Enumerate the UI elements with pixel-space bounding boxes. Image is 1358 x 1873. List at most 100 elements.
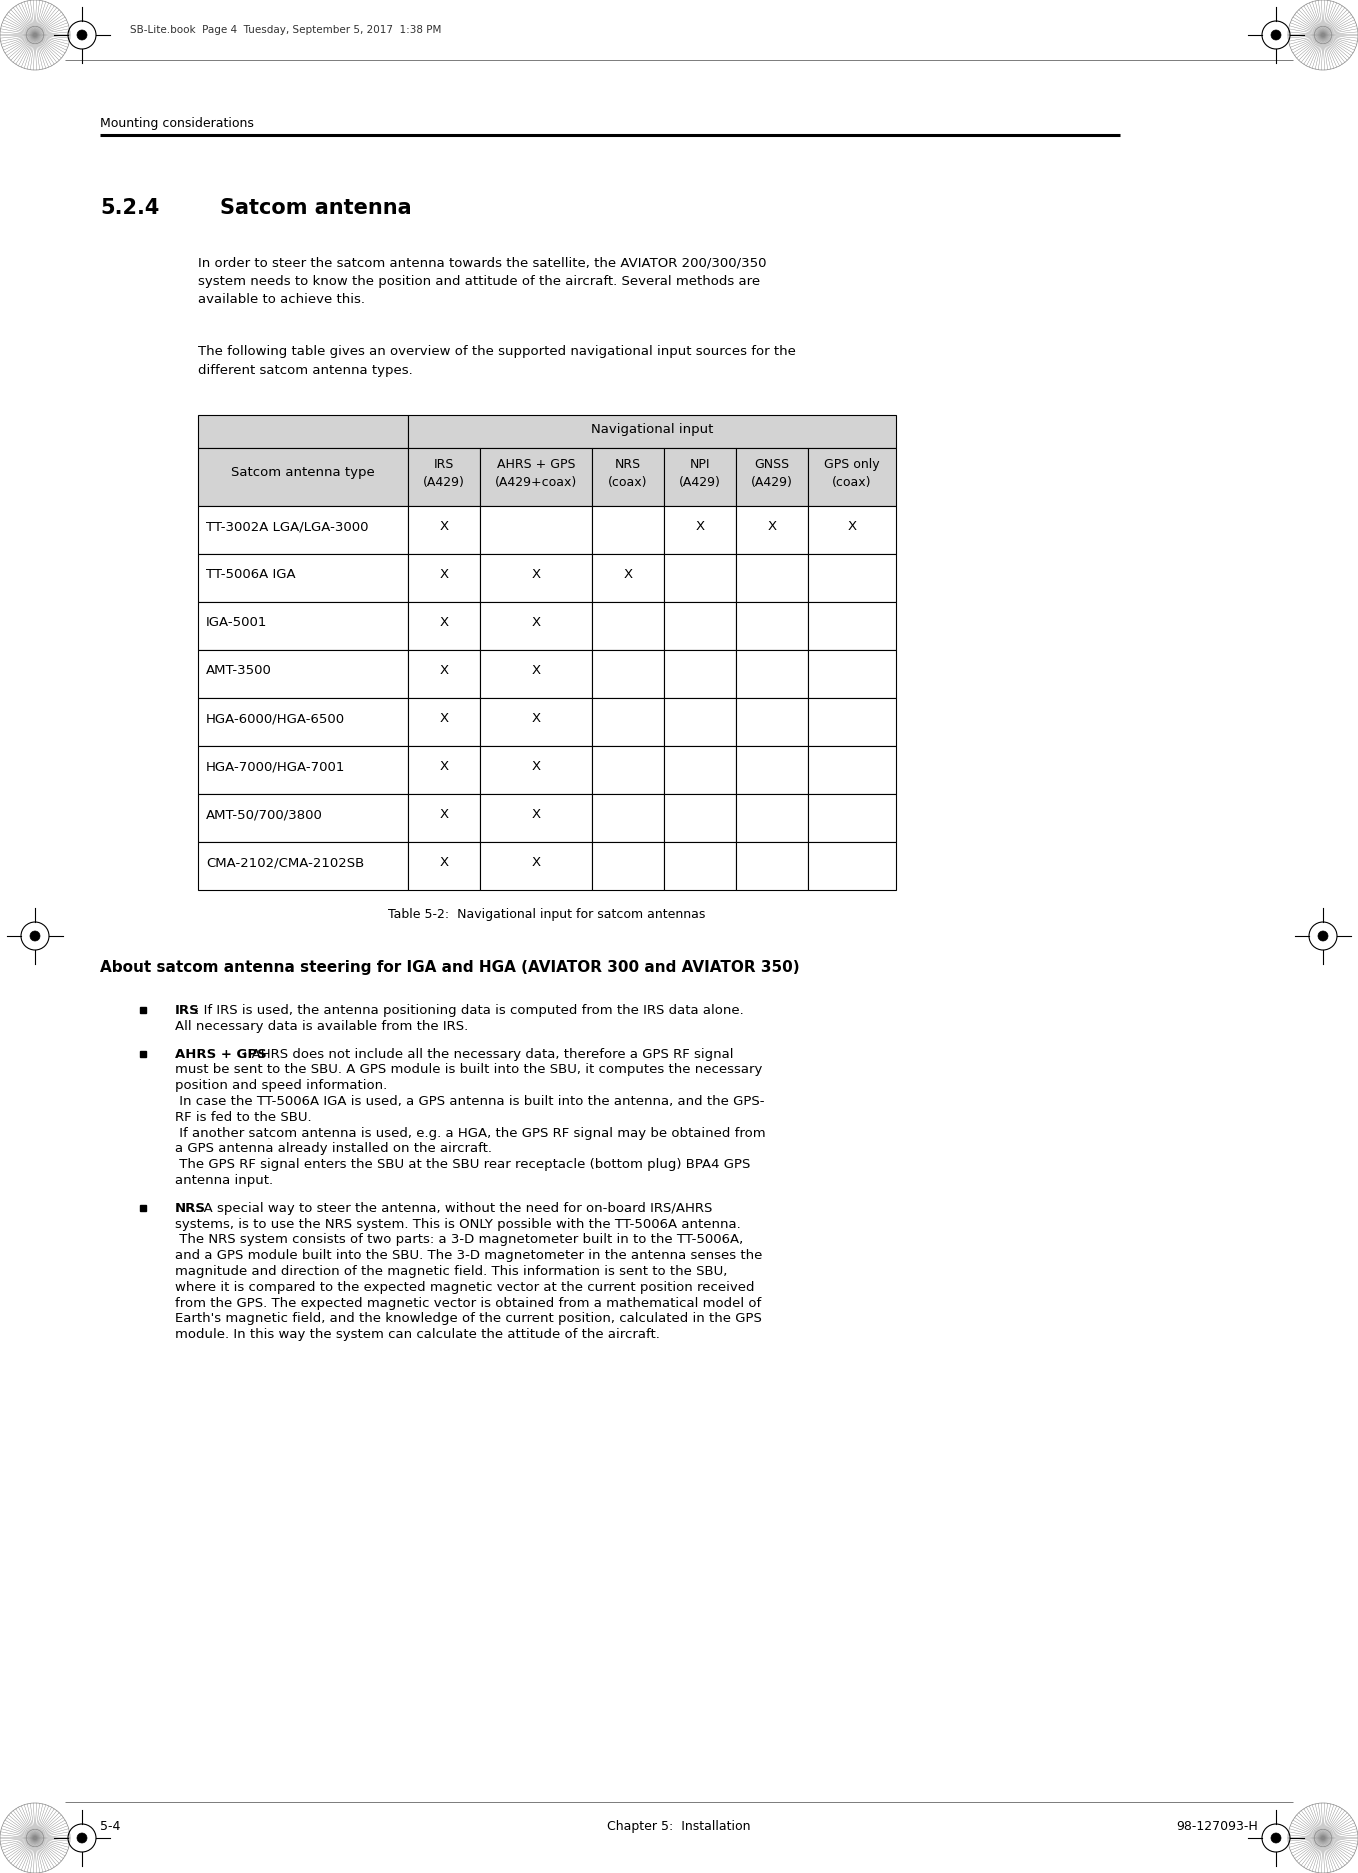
Text: : AHRS does not include all the necessary data, therefore a GPS RF signal: : AHRS does not include all the necessar… <box>243 1047 733 1060</box>
Bar <box>198 416 407 448</box>
Bar <box>407 448 479 506</box>
Text: X: X <box>531 760 540 774</box>
Bar <box>664 554 736 601</box>
Text: NRS
(coax): NRS (coax) <box>608 459 648 489</box>
Bar <box>808 554 896 601</box>
Text: X: X <box>440 616 448 629</box>
Text: 98-127093-H: 98-127093-H <box>1176 1821 1258 1834</box>
Text: Earth's magnetic field, and the knowledge of the current position, calculated in: Earth's magnetic field, and the knowledg… <box>175 1313 762 1326</box>
Bar <box>479 699 592 745</box>
Bar <box>664 601 736 650</box>
Bar <box>736 650 808 699</box>
Text: antenna input.: antenna input. <box>175 1174 273 1187</box>
Bar <box>664 448 736 506</box>
Text: AHRS + GPS
(A429+coax): AHRS + GPS (A429+coax) <box>494 459 577 489</box>
Text: X: X <box>440 568 448 581</box>
Text: X: X <box>440 856 448 869</box>
Bar <box>664 745 736 794</box>
Circle shape <box>77 30 87 39</box>
Bar <box>664 794 736 843</box>
Text: Navigational input: Navigational input <box>591 423 713 436</box>
Bar <box>592 794 664 843</box>
Text: X: X <box>440 712 448 725</box>
Bar <box>198 554 407 601</box>
Bar <box>808 601 896 650</box>
Text: X: X <box>531 568 540 581</box>
Bar <box>808 448 896 506</box>
Text: IRS: IRS <box>175 1004 200 1017</box>
Text: Mounting considerations: Mounting considerations <box>100 116 254 129</box>
Text: RF is fed to the SBU.: RF is fed to the SBU. <box>175 1111 311 1124</box>
Bar <box>198 699 407 745</box>
Bar <box>407 506 479 554</box>
Text: X: X <box>440 760 448 774</box>
Text: Satcom antenna: Satcom antenna <box>220 199 411 217</box>
Bar <box>479 554 592 601</box>
Text: : A special way to steer the antenna, without the need for on-board IRS/AHRS: : A special way to steer the antenna, wi… <box>196 1202 713 1216</box>
Bar <box>592 843 664 890</box>
Text: NPI
(A429): NPI (A429) <box>679 459 721 489</box>
Bar <box>198 601 407 650</box>
Text: HGA-6000/HGA-6500: HGA-6000/HGA-6500 <box>206 712 345 725</box>
Text: GNSS
(A429): GNSS (A429) <box>751 459 793 489</box>
Text: All necessary data is available from the IRS.: All necessary data is available from the… <box>175 1019 469 1032</box>
Bar <box>198 506 407 554</box>
Bar <box>592 448 664 506</box>
Bar <box>198 843 407 890</box>
Text: a GPS antenna already installed on the aircraft.: a GPS antenna already installed on the a… <box>175 1143 492 1156</box>
Bar <box>808 699 896 745</box>
Bar <box>664 699 736 745</box>
Text: TT-5006A IGA: TT-5006A IGA <box>206 568 296 581</box>
Text: Chapter 5:  Installation: Chapter 5: Installation <box>607 1821 751 1834</box>
Text: X: X <box>440 665 448 676</box>
Text: 5.2.4: 5.2.4 <box>100 199 159 217</box>
Bar <box>592 554 664 601</box>
Bar <box>736 506 808 554</box>
Text: must be sent to the SBU. A GPS module is built into the SBU, it computes the nec: must be sent to the SBU. A GPS module is… <box>175 1064 762 1077</box>
Text: IRS
(A429): IRS (A429) <box>424 459 464 489</box>
Bar <box>479 650 592 699</box>
Bar <box>407 554 479 601</box>
Text: HGA-7000/HGA-7001: HGA-7000/HGA-7001 <box>206 760 345 774</box>
Bar <box>664 650 736 699</box>
Bar <box>479 448 592 506</box>
Bar <box>592 601 664 650</box>
Text: The NRS system consists of two parts: a 3-D magnetometer built in to the TT-5006: The NRS system consists of two parts: a … <box>175 1234 743 1246</box>
Circle shape <box>30 931 39 940</box>
Text: X: X <box>531 665 540 676</box>
Bar <box>736 745 808 794</box>
Text: If another satcom antenna is used, e.g. a HGA, the GPS RF signal may be obtained: If another satcom antenna is used, e.g. … <box>175 1126 766 1139</box>
Text: About satcom antenna steering for IGA and HGA (AVIATOR 300 and AVIATOR 350): About satcom antenna steering for IGA an… <box>100 961 800 976</box>
Text: : If IRS is used, the antenna positioning data is computed from the IRS data alo: : If IRS is used, the antenna positionin… <box>196 1004 744 1017</box>
Text: from the GPS. The expected magnetic vector is obtained from a mathematical model: from the GPS. The expected magnetic vect… <box>175 1296 762 1309</box>
Text: magnitude and direction of the magnetic field. This information is sent to the S: magnitude and direction of the magnetic … <box>175 1264 728 1277</box>
Bar <box>736 448 808 506</box>
Bar <box>808 794 896 843</box>
Bar <box>736 699 808 745</box>
Circle shape <box>1271 30 1281 39</box>
Bar <box>592 506 664 554</box>
Text: The GPS RF signal enters the SBU at the SBU rear receptacle (bottom plug) BPA4 G: The GPS RF signal enters the SBU at the … <box>175 1158 751 1171</box>
Bar <box>198 448 407 506</box>
Bar <box>736 601 808 650</box>
Text: systems, is to use the NRS system. This is ONLY possible with the TT-5006A anten: systems, is to use the NRS system. This … <box>175 1217 740 1231</box>
Text: X: X <box>440 521 448 534</box>
Bar <box>407 843 479 890</box>
Bar <box>808 650 896 699</box>
Text: X: X <box>623 568 633 581</box>
Bar <box>736 554 808 601</box>
Bar <box>407 601 479 650</box>
Text: position and speed information.: position and speed information. <box>175 1079 387 1092</box>
Text: 5-4: 5-4 <box>100 1821 121 1834</box>
Bar <box>592 745 664 794</box>
Text: X: X <box>767 521 777 534</box>
Text: GPS only
(coax): GPS only (coax) <box>824 459 880 489</box>
Text: IGA-5001: IGA-5001 <box>206 616 268 629</box>
Text: X: X <box>847 521 857 534</box>
Text: X: X <box>531 616 540 629</box>
Bar <box>479 794 592 843</box>
Text: X: X <box>531 712 540 725</box>
Text: Table 5-2:  Navigational input for satcom antennas: Table 5-2: Navigational input for satcom… <box>388 908 706 922</box>
Text: NRS: NRS <box>175 1202 206 1216</box>
Bar <box>736 794 808 843</box>
